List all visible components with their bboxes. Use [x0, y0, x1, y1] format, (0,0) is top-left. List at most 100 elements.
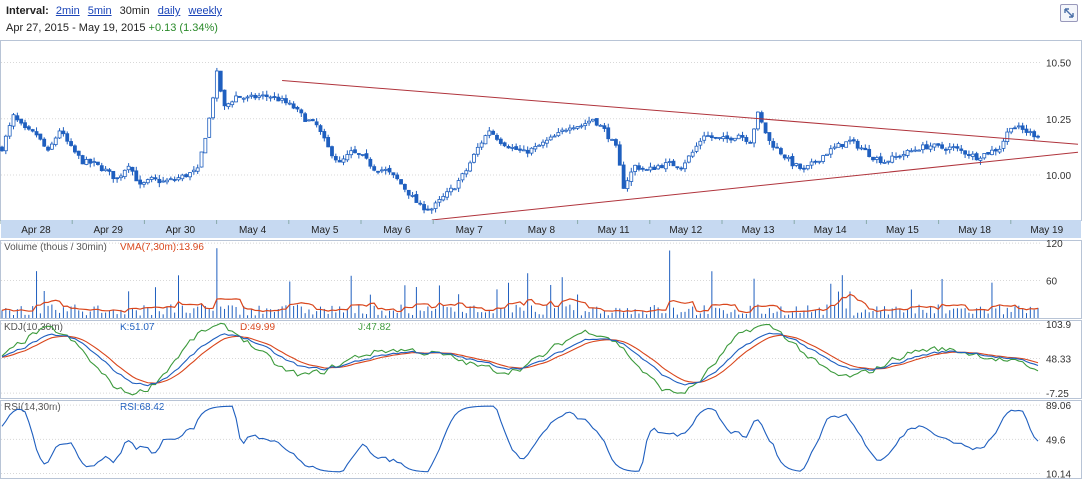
candle-body: [894, 156, 898, 158]
price-tick-label-0: 10.00: [1046, 171, 1071, 182]
date-label-10: May 13: [742, 225, 775, 236]
interval-weekly-link[interactable]: weekly: [188, 5, 223, 17]
candle-body: [391, 172, 396, 176]
candle-body: [782, 154, 787, 159]
candle-body: [172, 179, 177, 181]
candle-body: [560, 129, 565, 132]
candle-body: [932, 143, 937, 148]
candle-body: [426, 208, 430, 211]
candle-body: [660, 165, 664, 169]
interval-daily-link[interactable]: daily: [157, 5, 181, 17]
candle-body: [717, 137, 722, 139]
expand-icon: [1064, 8, 1074, 18]
candle-body: [399, 179, 403, 185]
candle-body: [967, 154, 971, 156]
candle-body: [241, 97, 246, 100]
candle-body: [748, 141, 753, 144]
candle-body: [867, 148, 872, 157]
candle-body: [237, 95, 242, 98]
candle-body: [422, 204, 426, 211]
candle-body: [683, 162, 687, 170]
candle-body: [57, 130, 62, 139]
candle-body: [69, 141, 73, 146]
candle-body: [345, 154, 350, 161]
candle-body: [1032, 131, 1037, 138]
candle-body: [491, 130, 496, 135]
candle-body: [284, 98, 288, 104]
date-label-2: Apr 30: [166, 225, 196, 236]
candle-body: [851, 139, 856, 142]
candle-body: [226, 103, 231, 108]
candle-body: [990, 149, 994, 156]
candle-body: [191, 169, 196, 173]
trendline-0: [282, 80, 1079, 145]
candle-body: [897, 155, 902, 158]
candle-body: [287, 102, 292, 105]
candle-body: [679, 167, 684, 170]
candle-body: [640, 167, 645, 170]
candle-body: [878, 156, 883, 164]
candle-body: [468, 162, 473, 172]
candle-body: [372, 166, 377, 171]
candle-body: [230, 101, 235, 106]
candle-body: [360, 154, 365, 156]
candle-body: [920, 144, 925, 151]
candle-body: [644, 169, 649, 171]
candle-body: [353, 149, 357, 154]
candle-body: [314, 121, 319, 126]
candle-body: [322, 131, 327, 139]
candle-body: [214, 70, 219, 99]
candle-body: [763, 122, 768, 134]
kdj-tick-label-2: 103.9: [1046, 320, 1071, 331]
interval-5min-link[interactable]: 5min: [87, 5, 112, 17]
candle-body: [575, 126, 580, 129]
candle-body: [510, 146, 515, 149]
volume-vma-legend: VMA(7,30m):13.96: [120, 242, 204, 253]
date-label-5: May 6: [383, 225, 411, 236]
candle-body: [418, 202, 423, 205]
candle-body: [130, 166, 135, 172]
expand-button[interactable]: [1060, 4, 1078, 22]
candle-body: [656, 165, 661, 170]
candle-body: [725, 135, 730, 140]
candle-body: [376, 170, 380, 173]
candle-body: [859, 147, 864, 150]
candle-body: [498, 138, 503, 144]
candle-body: [73, 145, 77, 153]
rsi-tick-label-1: 49.6: [1046, 435, 1066, 446]
candle-body: [330, 146, 334, 157]
candle-body: [667, 161, 672, 163]
candle-body: [502, 142, 507, 147]
date-label-3: May 4: [239, 225, 267, 236]
candle-body: [134, 170, 139, 182]
kdj-k-line: [1, 332, 1039, 387]
candle-body: [1001, 140, 1006, 149]
trendline-1: [431, 151, 1079, 221]
rsi-tick-label-2: 89.06: [1046, 401, 1071, 412]
candle-body: [610, 139, 614, 141]
volume-tick-label-1: 120: [1046, 239, 1063, 250]
candle-body: [805, 165, 810, 170]
candle-body: [149, 176, 154, 180]
interval-2min-link[interactable]: 2min: [55, 5, 80, 17]
candle-body: [165, 179, 169, 183]
candle-body: [1036, 135, 1040, 138]
kdj-title: KDJ(10,30m): [4, 322, 63, 333]
candle-body: [567, 127, 572, 131]
volume-title: Volume (thous / 30min): [4, 242, 107, 253]
candle-body: [541, 141, 545, 146]
candle-body: [249, 94, 254, 97]
volume-panel-frame: [0, 240, 1082, 319]
candle-body: [1024, 128, 1029, 133]
candle-body: [402, 183, 407, 190]
volume-tick-label-0: 60: [1046, 277, 1058, 288]
candle-body: [145, 179, 150, 184]
candle-body: [452, 188, 457, 191]
kdj-tick-label-1: 48.33: [1046, 354, 1071, 365]
range-sep: -: [72, 22, 76, 34]
candle-body: [675, 166, 680, 169]
candle-body: [495, 134, 499, 140]
candle-body: [944, 148, 948, 151]
candle-body: [663, 162, 668, 170]
rsi-panel-frame: [0, 400, 1082, 479]
